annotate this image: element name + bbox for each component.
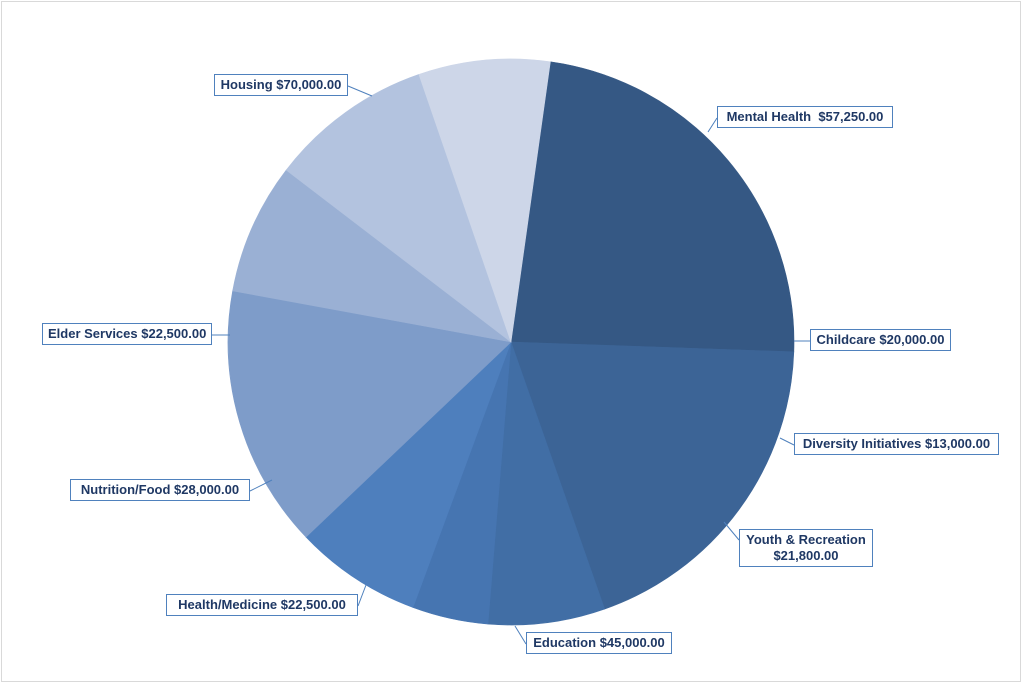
data-label-value: $57,250.00 [818,109,884,124]
data-label-0: Housing $70,000.00 [214,74,348,96]
leader-line-4 [723,521,740,541]
pie-slice-6 [232,169,512,343]
pie-slice-5 [227,290,512,538]
data-label-2: Childcare $20,000.00 [810,329,951,351]
data-label-value: $70,000.00 [276,77,342,92]
data-label-5: Education $45,000.00 [526,632,672,654]
leader-line-6 [357,584,367,607]
data-label-value: $22,500.00 [141,326,207,341]
data-label-value: $45,000.00 [599,635,665,650]
pie-slice-0 [510,61,795,353]
data-label-value: $21,800.00 [773,548,839,563]
pie-slice-1 [510,341,795,610]
data-label-category: Education [533,635,597,650]
leader-line-3 [779,437,795,446]
leader-line-1 [707,117,718,133]
leader-line-7 [249,479,273,492]
data-label-value: $22,500.00 [280,597,346,612]
data-label-1: Mental Health $57,250.00 [717,106,893,128]
data-label-6: Health/Medicine $22,500.00 [166,594,358,616]
data-label-category: Childcare [816,332,876,347]
data-label-category: Elder Services [48,326,138,341]
pie-slice-8 [418,58,551,343]
data-label-value: $20,000.00 [879,332,945,347]
data-label-7: Nutrition/Food $28,000.00 [70,479,250,501]
data-label-3: Diversity Initiatives $13,000.00 [794,433,999,455]
pie-slice-4 [305,341,512,608]
leader-line-0 [347,85,373,97]
leader-line-5 [514,625,527,645]
pie-slice-2 [487,341,606,626]
data-label-8: Elder Services $22,500.00 [42,323,212,345]
data-label-value: $13,000.00 [925,436,991,451]
data-label-value: $28,000.00 [174,482,240,497]
data-label-category: Youth & Recreation [746,532,866,547]
data-label-category: Mental Health [726,109,815,124]
data-label-category: Nutrition/Food [80,482,171,497]
data-label-category: Housing [220,77,273,92]
data-label-category: Diversity Initiatives [802,436,922,451]
pie-slice-7 [285,74,512,343]
data-label-category: Health/Medicine [178,597,278,612]
data-label-4: Youth & Recreation $21,800.00 [739,529,873,567]
